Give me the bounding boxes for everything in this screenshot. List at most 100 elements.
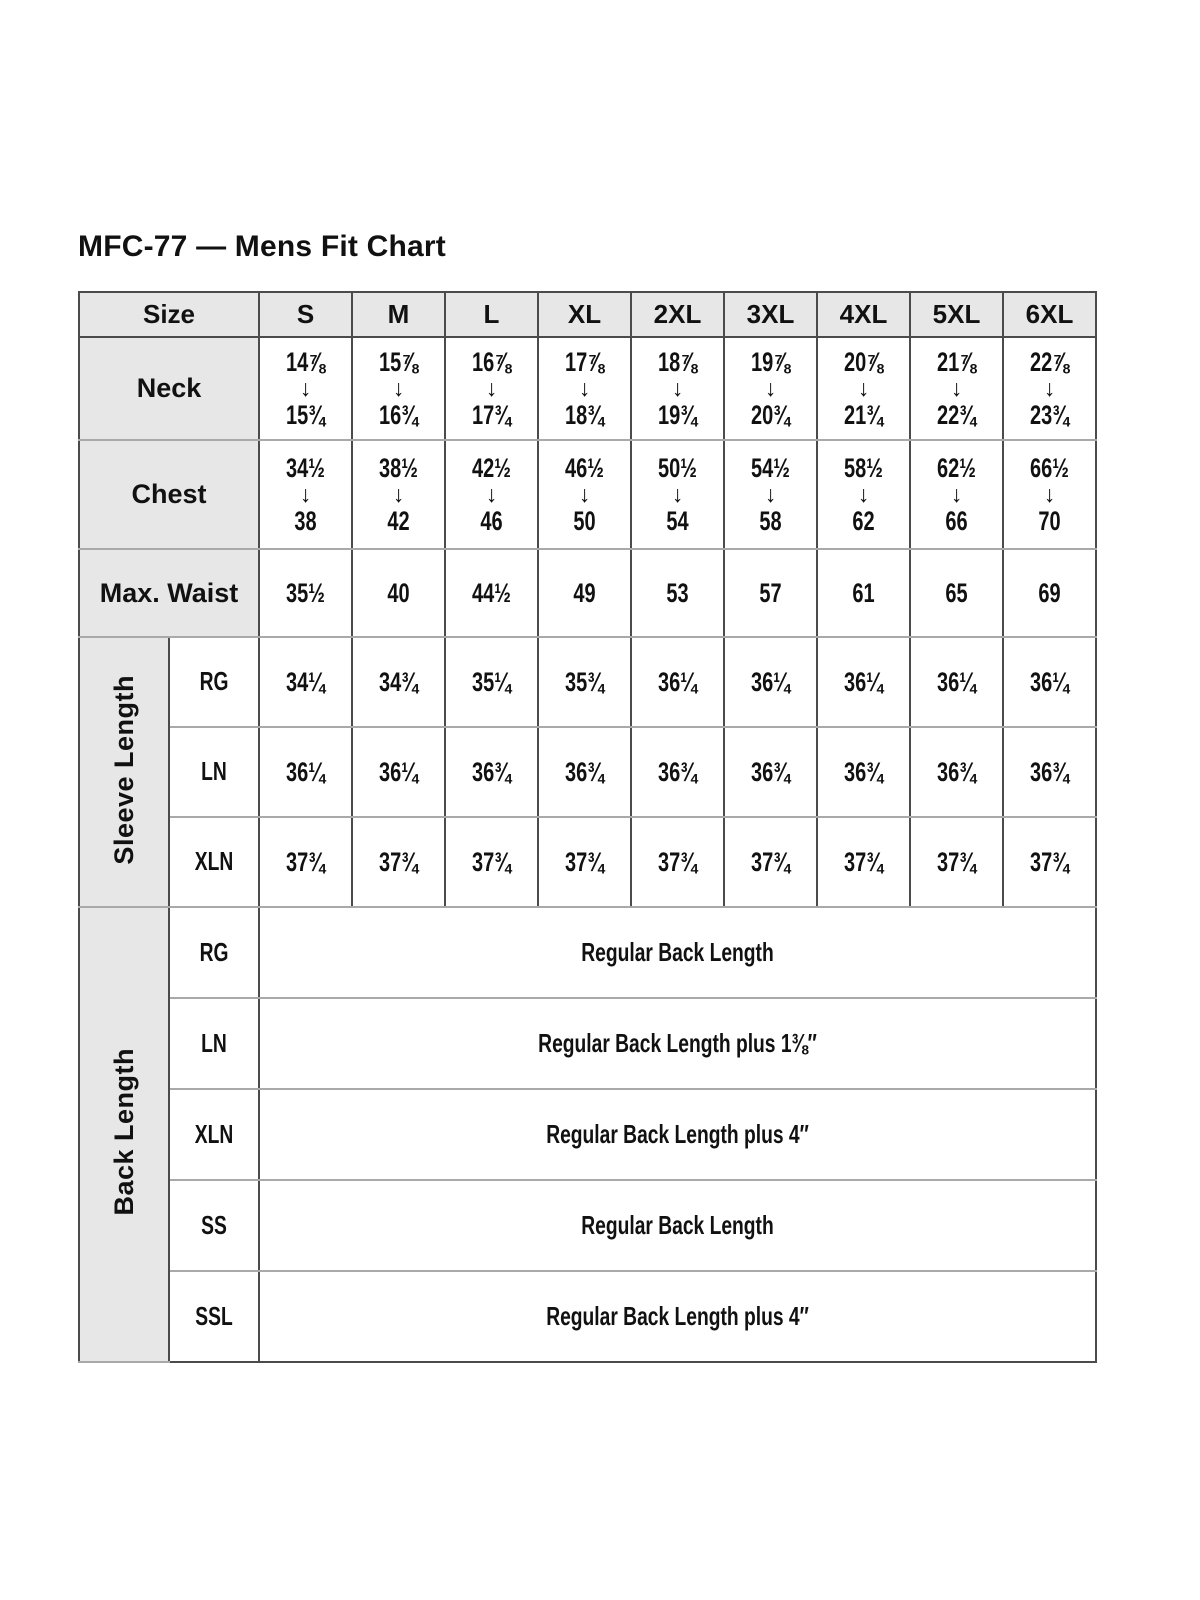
size-col-header: M (351, 291, 446, 338)
back-description-cell: Regular Back Length plus 1⅜″ (258, 997, 1097, 1090)
sleeve-value-cell: 36¾ (444, 726, 539, 818)
range-from: 66½ (1030, 452, 1069, 483)
range-from: 54½ (751, 452, 790, 483)
back-ln-row: LN Regular Back Length plus 1⅜″ (79, 997, 1097, 1090)
back-description-cell: Regular Back Length plus 4″ (258, 1088, 1097, 1181)
sleeve-value-cell: 34¾ (351, 636, 446, 728)
range-from: 14⅞ (286, 346, 325, 377)
sleeve-value-cell: 34¼ (258, 636, 353, 728)
back-variant-label: XLN (168, 1088, 260, 1181)
back-ssl-row: SSL Regular Back Length plus 4″ (79, 1270, 1097, 1363)
back-variant-label: RG (168, 906, 260, 999)
chest-range-cell: 54½ ↓ 58 (723, 439, 818, 550)
chest-range-cell: 42½ ↓ 46 (444, 439, 539, 550)
max-waist-row-label: Max. Waist (78, 548, 260, 638)
waist-value-cell: 49 (537, 548, 632, 638)
chest-range-cell: 50½ ↓ 54 (630, 439, 725, 550)
range-from: 16⅞ (472, 346, 511, 377)
back-variant-label: SS (168, 1179, 260, 1272)
waist-value-cell: 69 (1002, 548, 1097, 638)
range-from: 21⅞ (937, 346, 976, 377)
range-from: 42½ (472, 452, 511, 483)
down-arrow-icon: ↓ (1043, 481, 1056, 507)
neck-range-cell: 21⅞ ↓ 22¾ (909, 336, 1004, 441)
sleeve-value-cell: 37¾ (537, 816, 632, 908)
sleeve-value-cell: 37¾ (723, 816, 818, 908)
size-header-row: Size S M L XL 2XL 3XL 4XL 5XL 6XL (78, 291, 1097, 338)
range-to: 46 (480, 506, 503, 536)
neck-row: Neck 14⅞ ↓ 15¾ 15⅞ ↓ 16¾ 16⅞ ↓ 17¾ 17⅞ ↓ 18¾ 18⅞… (78, 336, 1097, 441)
range-to: 62 (852, 506, 875, 536)
range-to: 42 (387, 506, 410, 536)
page-title: MFC-77 — Mens Fit Chart (78, 230, 446, 263)
sleeve-rg-row: Sleeve Length RG 34¼ 34¾ 35¼ 35¾ 36¼ 36¼… (78, 636, 1097, 908)
range-to: 58 (759, 506, 782, 536)
range-to: 38 (294, 506, 317, 536)
range-to: 70 (1038, 506, 1061, 536)
down-arrow-icon: ↓ (671, 481, 684, 507)
waist-value-cell: 53 (630, 548, 725, 638)
back-description-cell: Regular Back Length (258, 1179, 1097, 1272)
sleeve-value-cell: 37¾ (351, 816, 446, 908)
size-col-header: 3XL (723, 291, 818, 338)
sleeve-value-cell: 37¾ (258, 816, 353, 908)
size-col-header: 6XL (1002, 291, 1097, 338)
range-to: 66 (945, 506, 968, 536)
sleeve-ln-row: LN 36¼ 36¼ 36¾ 36¾ 36¾ 36¾ 36¾ 36¾ 36¾ (79, 726, 1097, 818)
chest-range-cell: 66½ ↓ 70 (1002, 439, 1097, 550)
range-to: 15¾ (286, 400, 325, 430)
neck-range-cell: 15⅞ ↓ 16¾ (351, 336, 446, 441)
down-arrow-icon: ↓ (299, 375, 312, 401)
neck-range-cell: 20⅞ ↓ 21¾ (816, 336, 911, 441)
size-col-header: XL (537, 291, 632, 338)
waist-value-cell: 65 (909, 548, 1004, 638)
down-arrow-icon: ↓ (671, 375, 684, 401)
size-col-header: L (444, 291, 539, 338)
fit-chart-table: Size S M L XL 2XL 3XL 4XL 5XL 6XL Neck 1… (78, 291, 1097, 1363)
down-arrow-icon: ↓ (392, 481, 405, 507)
size-col-header: 4XL (816, 291, 911, 338)
neck-range-cell: 14⅞ ↓ 15¾ (258, 336, 353, 441)
sleeve-value-cell: 35¼ (444, 636, 539, 728)
sleeve-value-cell: 37¾ (816, 816, 911, 908)
back-variant-label: LN (168, 997, 260, 1090)
range-from: 58½ (844, 452, 883, 483)
max-waist-row: Max. Waist 35½ 40 44½ 49 53 57 61 65 69 (78, 548, 1097, 638)
range-from: 18⅞ (658, 346, 697, 377)
down-arrow-icon: ↓ (485, 481, 498, 507)
back-variant-label: SSL (168, 1270, 260, 1363)
size-col-header: 5XL (909, 291, 1004, 338)
neck-row-label: Neck (78, 336, 260, 441)
range-to: 23¾ (1030, 400, 1069, 430)
down-arrow-icon: ↓ (950, 375, 963, 401)
neck-range-cell: 17⅞ ↓ 18¾ (537, 336, 632, 441)
sleeve-value-cell: 35¾ (537, 636, 632, 728)
back-description-cell: Regular Back Length (258, 906, 1097, 999)
chest-range-cell: 38½ ↓ 42 (351, 439, 446, 550)
sleeve-value-cell: 36¼ (258, 726, 353, 818)
chest-range-cell: 62½ ↓ 66 (909, 439, 1004, 550)
down-arrow-icon: ↓ (764, 375, 777, 401)
down-arrow-icon: ↓ (1043, 375, 1056, 401)
back-ss-row: SS Regular Back Length (79, 1179, 1097, 1272)
range-to: 18¾ (565, 400, 604, 430)
back-description-cell: Regular Back Length plus 4″ (258, 1270, 1097, 1363)
range-from: 20⅞ (844, 346, 883, 377)
range-from: 15⅞ (379, 346, 418, 377)
range-from: 62½ (937, 452, 976, 483)
range-from: 50½ (658, 452, 697, 483)
range-from: 22⅞ (1030, 346, 1069, 377)
range-from: 38½ (379, 452, 418, 483)
range-to: 21¾ (844, 400, 883, 430)
chest-range-cell: 46½ ↓ 50 (537, 439, 632, 550)
range-from: 46½ (565, 452, 604, 483)
range-from: 19⅞ (751, 346, 790, 377)
waist-value-cell: 35½ (258, 548, 353, 638)
sleeve-value-cell: 36¾ (723, 726, 818, 818)
sleeve-value-cell: 37¾ (630, 816, 725, 908)
waist-value-cell: 44½ (444, 548, 539, 638)
size-header-cell: Size (78, 291, 260, 338)
down-arrow-icon: ↓ (578, 375, 591, 401)
sleeve-value-cell: 36¾ (630, 726, 725, 818)
down-arrow-icon: ↓ (392, 375, 405, 401)
